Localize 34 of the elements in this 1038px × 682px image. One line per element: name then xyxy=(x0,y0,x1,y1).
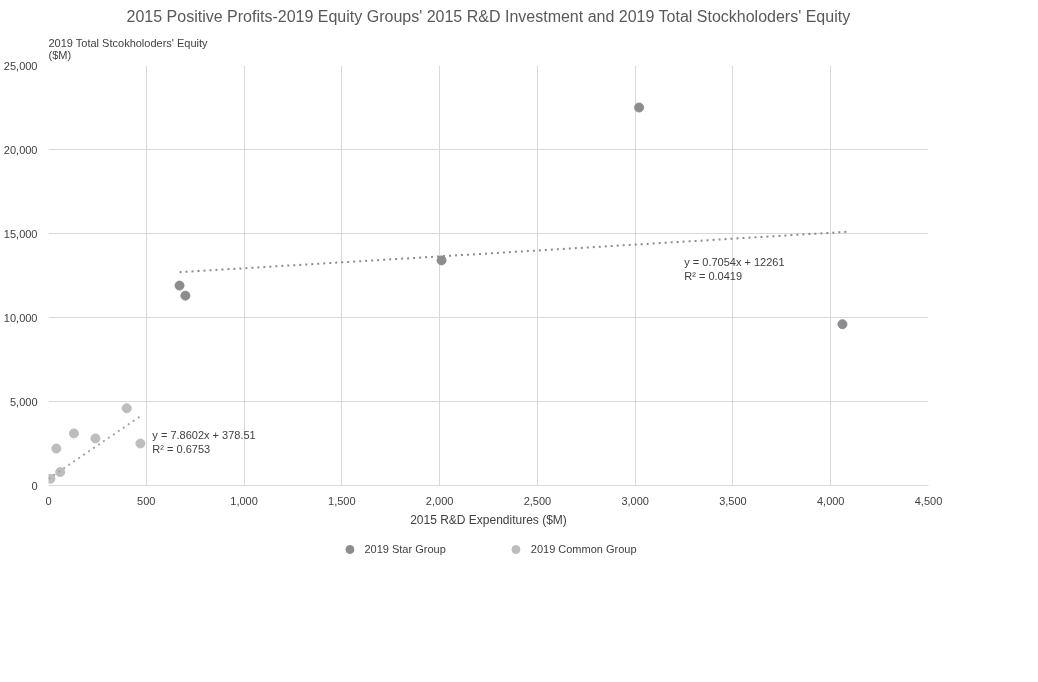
y-tick-label: 25,000 xyxy=(3,59,38,72)
point xyxy=(837,319,848,330)
x-tick-label: 1,000 xyxy=(230,494,258,507)
chart-title: 2015 Positive Profits-2019 Equity Groups' 2015 R&D Investment and 2019 Total Stockholoders' Equity xyxy=(126,7,851,25)
point xyxy=(436,255,447,266)
point xyxy=(174,280,185,291)
y-axis-title: 2019 Total Stcokholoders' Equity ($M) xyxy=(48,36,209,61)
y-tick-label: 20,000 xyxy=(3,143,38,156)
point xyxy=(51,443,62,454)
point xyxy=(135,438,146,449)
legend-label: 2019 Star Group xyxy=(364,543,446,555)
point xyxy=(180,290,191,301)
x-tick-label: 3,500 xyxy=(719,494,747,507)
y-tick-label: 5,000 xyxy=(9,395,38,408)
x-tick-label: 1,500 xyxy=(328,494,356,507)
y-tick-label: 10,000 xyxy=(3,311,38,324)
point xyxy=(634,102,645,113)
x-tick-label: 500 xyxy=(137,494,156,507)
point xyxy=(121,403,132,414)
point xyxy=(68,428,79,439)
annotation: y = 7.8602x + 378.51 R² = 0.6753 xyxy=(152,428,256,455)
x-tick-label: 2,500 xyxy=(523,494,552,507)
point xyxy=(90,433,101,444)
x-tick-label: 0 xyxy=(45,494,52,507)
x-tick-label: 2,000 xyxy=(425,494,454,507)
x-tick-label: 3,000 xyxy=(621,494,649,507)
point xyxy=(55,467,66,478)
y-tick-label: 15,000 xyxy=(3,227,38,240)
x-axis-title: 2015 R&D Expenditures ($M) xyxy=(410,512,567,527)
y-tick-label: 0 xyxy=(31,479,38,492)
legend-label: 2019 Common Group xyxy=(530,543,637,555)
x-tick-label: 4,000 xyxy=(816,494,845,507)
annotation: y = 0.7054x + 12261 R² = 0.0419 xyxy=(684,255,785,282)
x-tick-label: 4,500 xyxy=(914,494,943,507)
